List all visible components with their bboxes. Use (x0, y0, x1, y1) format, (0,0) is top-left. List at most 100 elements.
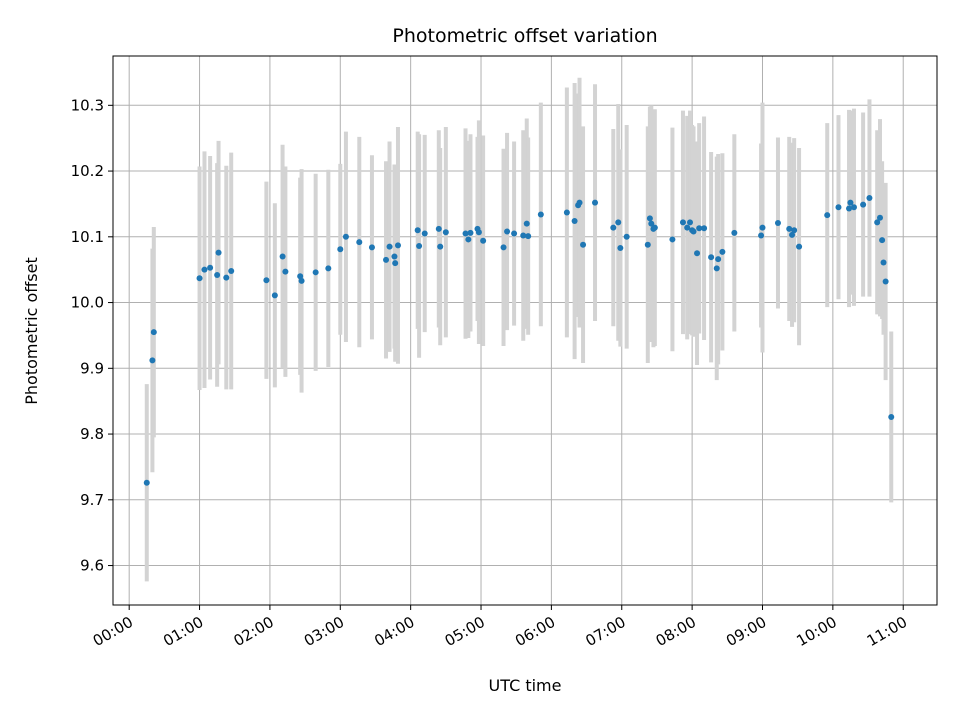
data-point (520, 232, 527, 239)
data-point (207, 264, 214, 271)
data-point (325, 265, 332, 272)
data-point (617, 244, 624, 251)
data-point (201, 266, 208, 273)
data-point (610, 224, 617, 231)
data-point (880, 259, 887, 266)
data-point (337, 246, 344, 253)
data-point (648, 220, 655, 227)
data-point (644, 241, 651, 248)
data-point (462, 230, 469, 237)
data-point (392, 260, 399, 267)
data-point (715, 256, 722, 263)
data-point (758, 232, 765, 239)
data-point (537, 211, 544, 218)
y-tick-label: 10.3 (71, 96, 104, 114)
data-point (687, 219, 694, 226)
x-axis-label: UTC time (489, 676, 562, 695)
x-tick-label: 07:00 (582, 613, 628, 650)
data-point (623, 233, 630, 240)
data-point (866, 195, 873, 202)
data-point (791, 227, 798, 234)
data-point (214, 271, 221, 278)
x-tick-label: 11:00 (864, 613, 910, 650)
data-point (719, 248, 726, 255)
y-tick-label: 10.1 (71, 228, 104, 246)
data-point (684, 224, 691, 231)
plot-frame (112, 55, 938, 606)
data-point (368, 244, 375, 251)
x-tick-label: 05:00 (442, 613, 488, 650)
x-tick-label: 06:00 (512, 613, 558, 650)
x-tick-label: 01:00 (160, 613, 206, 650)
data-point (437, 243, 444, 250)
data-point (696, 225, 703, 232)
data-point (850, 204, 857, 211)
data-point (215, 249, 222, 256)
data-point (796, 243, 803, 250)
y-tick-label: 9.9 (80, 359, 104, 377)
data-point (646, 215, 653, 222)
data-point (835, 204, 842, 211)
y-axis-label: Photometric offset (22, 257, 41, 405)
data-point (879, 237, 886, 244)
data-point (442, 229, 449, 236)
x-tick-label: 08:00 (653, 613, 699, 650)
y-axis-ticks: 9.6 9.7 9.8 9.9 10.0 10.1 10.2 10.3 (71, 96, 113, 575)
data-point (882, 278, 889, 285)
data-point (342, 233, 349, 240)
data-point (525, 233, 532, 240)
data-point (877, 214, 884, 221)
data-point (759, 224, 766, 231)
data-point (504, 228, 511, 235)
data-point (580, 241, 587, 248)
data-point (263, 277, 270, 284)
data-point (465, 236, 472, 243)
data-point (888, 413, 895, 420)
data-point (298, 277, 305, 284)
chart-title: Photometric offset variation (392, 25, 657, 47)
data-point (563, 209, 570, 216)
error-bars (144, 77, 894, 582)
data-point (196, 275, 203, 282)
data-point (467, 229, 474, 236)
data-point (386, 243, 393, 250)
data-point (860, 201, 867, 208)
data-point (475, 229, 482, 236)
x-tick-label: 04:00 (371, 613, 417, 650)
x-tick-label: 10:00 (793, 613, 839, 650)
data-point (708, 254, 715, 261)
data-point (713, 265, 720, 272)
data-point (416, 243, 423, 250)
data-point (297, 273, 304, 280)
data-point (690, 228, 697, 235)
data-point (701, 225, 708, 232)
data-point (679, 219, 686, 226)
data-point (143, 479, 150, 486)
data-point (228, 267, 235, 274)
data-point (846, 205, 853, 212)
data-point (149, 357, 156, 364)
data-point (282, 268, 289, 275)
data-point (394, 242, 401, 249)
data-point (847, 199, 854, 206)
data-point (523, 220, 530, 227)
y-tick-label: 9.6 (80, 557, 104, 575)
data-point (279, 253, 286, 260)
data-point (271, 292, 278, 299)
data-point (391, 253, 398, 260)
data-point (356, 239, 363, 246)
data-point (694, 250, 701, 257)
data-point (651, 224, 658, 231)
data-point (774, 220, 781, 227)
x-tick-label: 03:00 (301, 613, 347, 650)
data-point (312, 269, 319, 276)
data-point (480, 237, 487, 244)
data-point (383, 256, 390, 263)
data-point (421, 230, 428, 237)
data-point (874, 219, 881, 226)
y-tick-label: 9.8 (80, 425, 104, 443)
data-point (669, 236, 676, 243)
y-tick-label: 9.7 (80, 491, 104, 509)
